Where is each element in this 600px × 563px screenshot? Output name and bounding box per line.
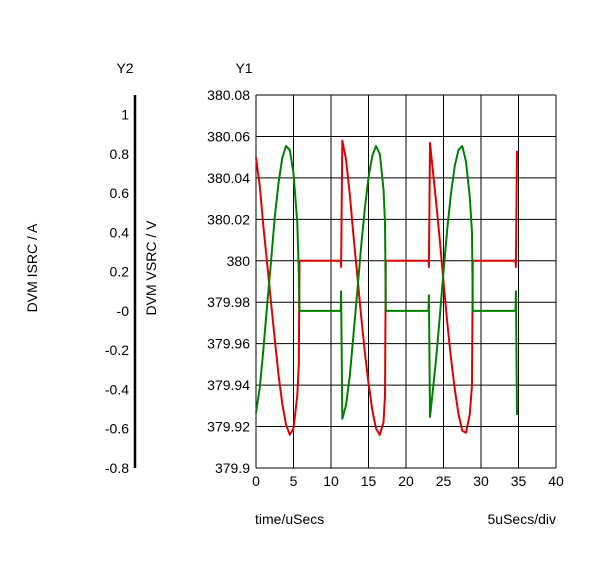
- y1-tick-label: 380.06: [207, 128, 250, 144]
- y2-tick-label: 0.8: [110, 146, 130, 162]
- y1-axis-label: DVM VSRC / V: [143, 220, 159, 316]
- series-lines: [255, 139, 518, 436]
- grid-lines: [255, 94, 557, 469]
- y1-tick-label: 379.92: [207, 419, 250, 435]
- y2-tick-label: -0.6: [105, 421, 129, 437]
- current-series-line: [255, 145, 518, 420]
- y2-tick-label: -0: [117, 303, 130, 319]
- x-tick-label: 25: [436, 473, 452, 489]
- y2-tick-label: 0.6: [110, 185, 130, 201]
- y2-tick-label: 0.2: [110, 264, 130, 280]
- y1-tick-label: 380.02: [207, 211, 250, 227]
- y2-axis-label: DVM ISRC / A: [24, 223, 40, 312]
- y2-axis-title: Y2: [116, 60, 133, 76]
- x-tick-label: 35: [511, 473, 527, 489]
- x-tick-label: 5: [290, 473, 298, 489]
- x-tick-label: 20: [398, 473, 414, 489]
- x-tick-label: 40: [548, 473, 564, 489]
- x-tick-label: 0: [252, 473, 260, 489]
- x-axis-label: time/uSecs: [255, 511, 324, 527]
- plot-axes: [133, 95, 556, 469]
- x-tick-label: 10: [323, 473, 339, 489]
- x-tick-label: 30: [473, 473, 489, 489]
- y2-tick-label: -0.2: [105, 342, 129, 358]
- x-division-note: 5uSecs/div: [488, 511, 556, 527]
- y1-tick-label: 379.94: [207, 377, 250, 393]
- x-tick-label: 15: [361, 473, 377, 489]
- y1-tick-label: 380.08: [207, 87, 250, 103]
- y1-tick-label: 380: [227, 253, 251, 269]
- tick-labels: 0 5 10 15 20 25 30 35 40 379.9 379.92 379.94 379.96 3…: [105, 87, 564, 489]
- y2-tick-label: 0.4: [110, 224, 130, 240]
- y1-axis-title: Y1: [235, 60, 252, 76]
- y2-tick-label: -0.4: [105, 381, 129, 397]
- y1-tick-label: 379.9: [215, 460, 250, 476]
- y1-tick-label: 380.04: [207, 170, 250, 186]
- y1-tick-label: 379.98: [207, 294, 250, 310]
- voltage-series-line: [255, 139, 518, 436]
- y2-tick-label: -0.8: [105, 460, 129, 476]
- y1-tick-label: 379.96: [207, 336, 250, 352]
- y2-tick-label: 1: [121, 107, 129, 123]
